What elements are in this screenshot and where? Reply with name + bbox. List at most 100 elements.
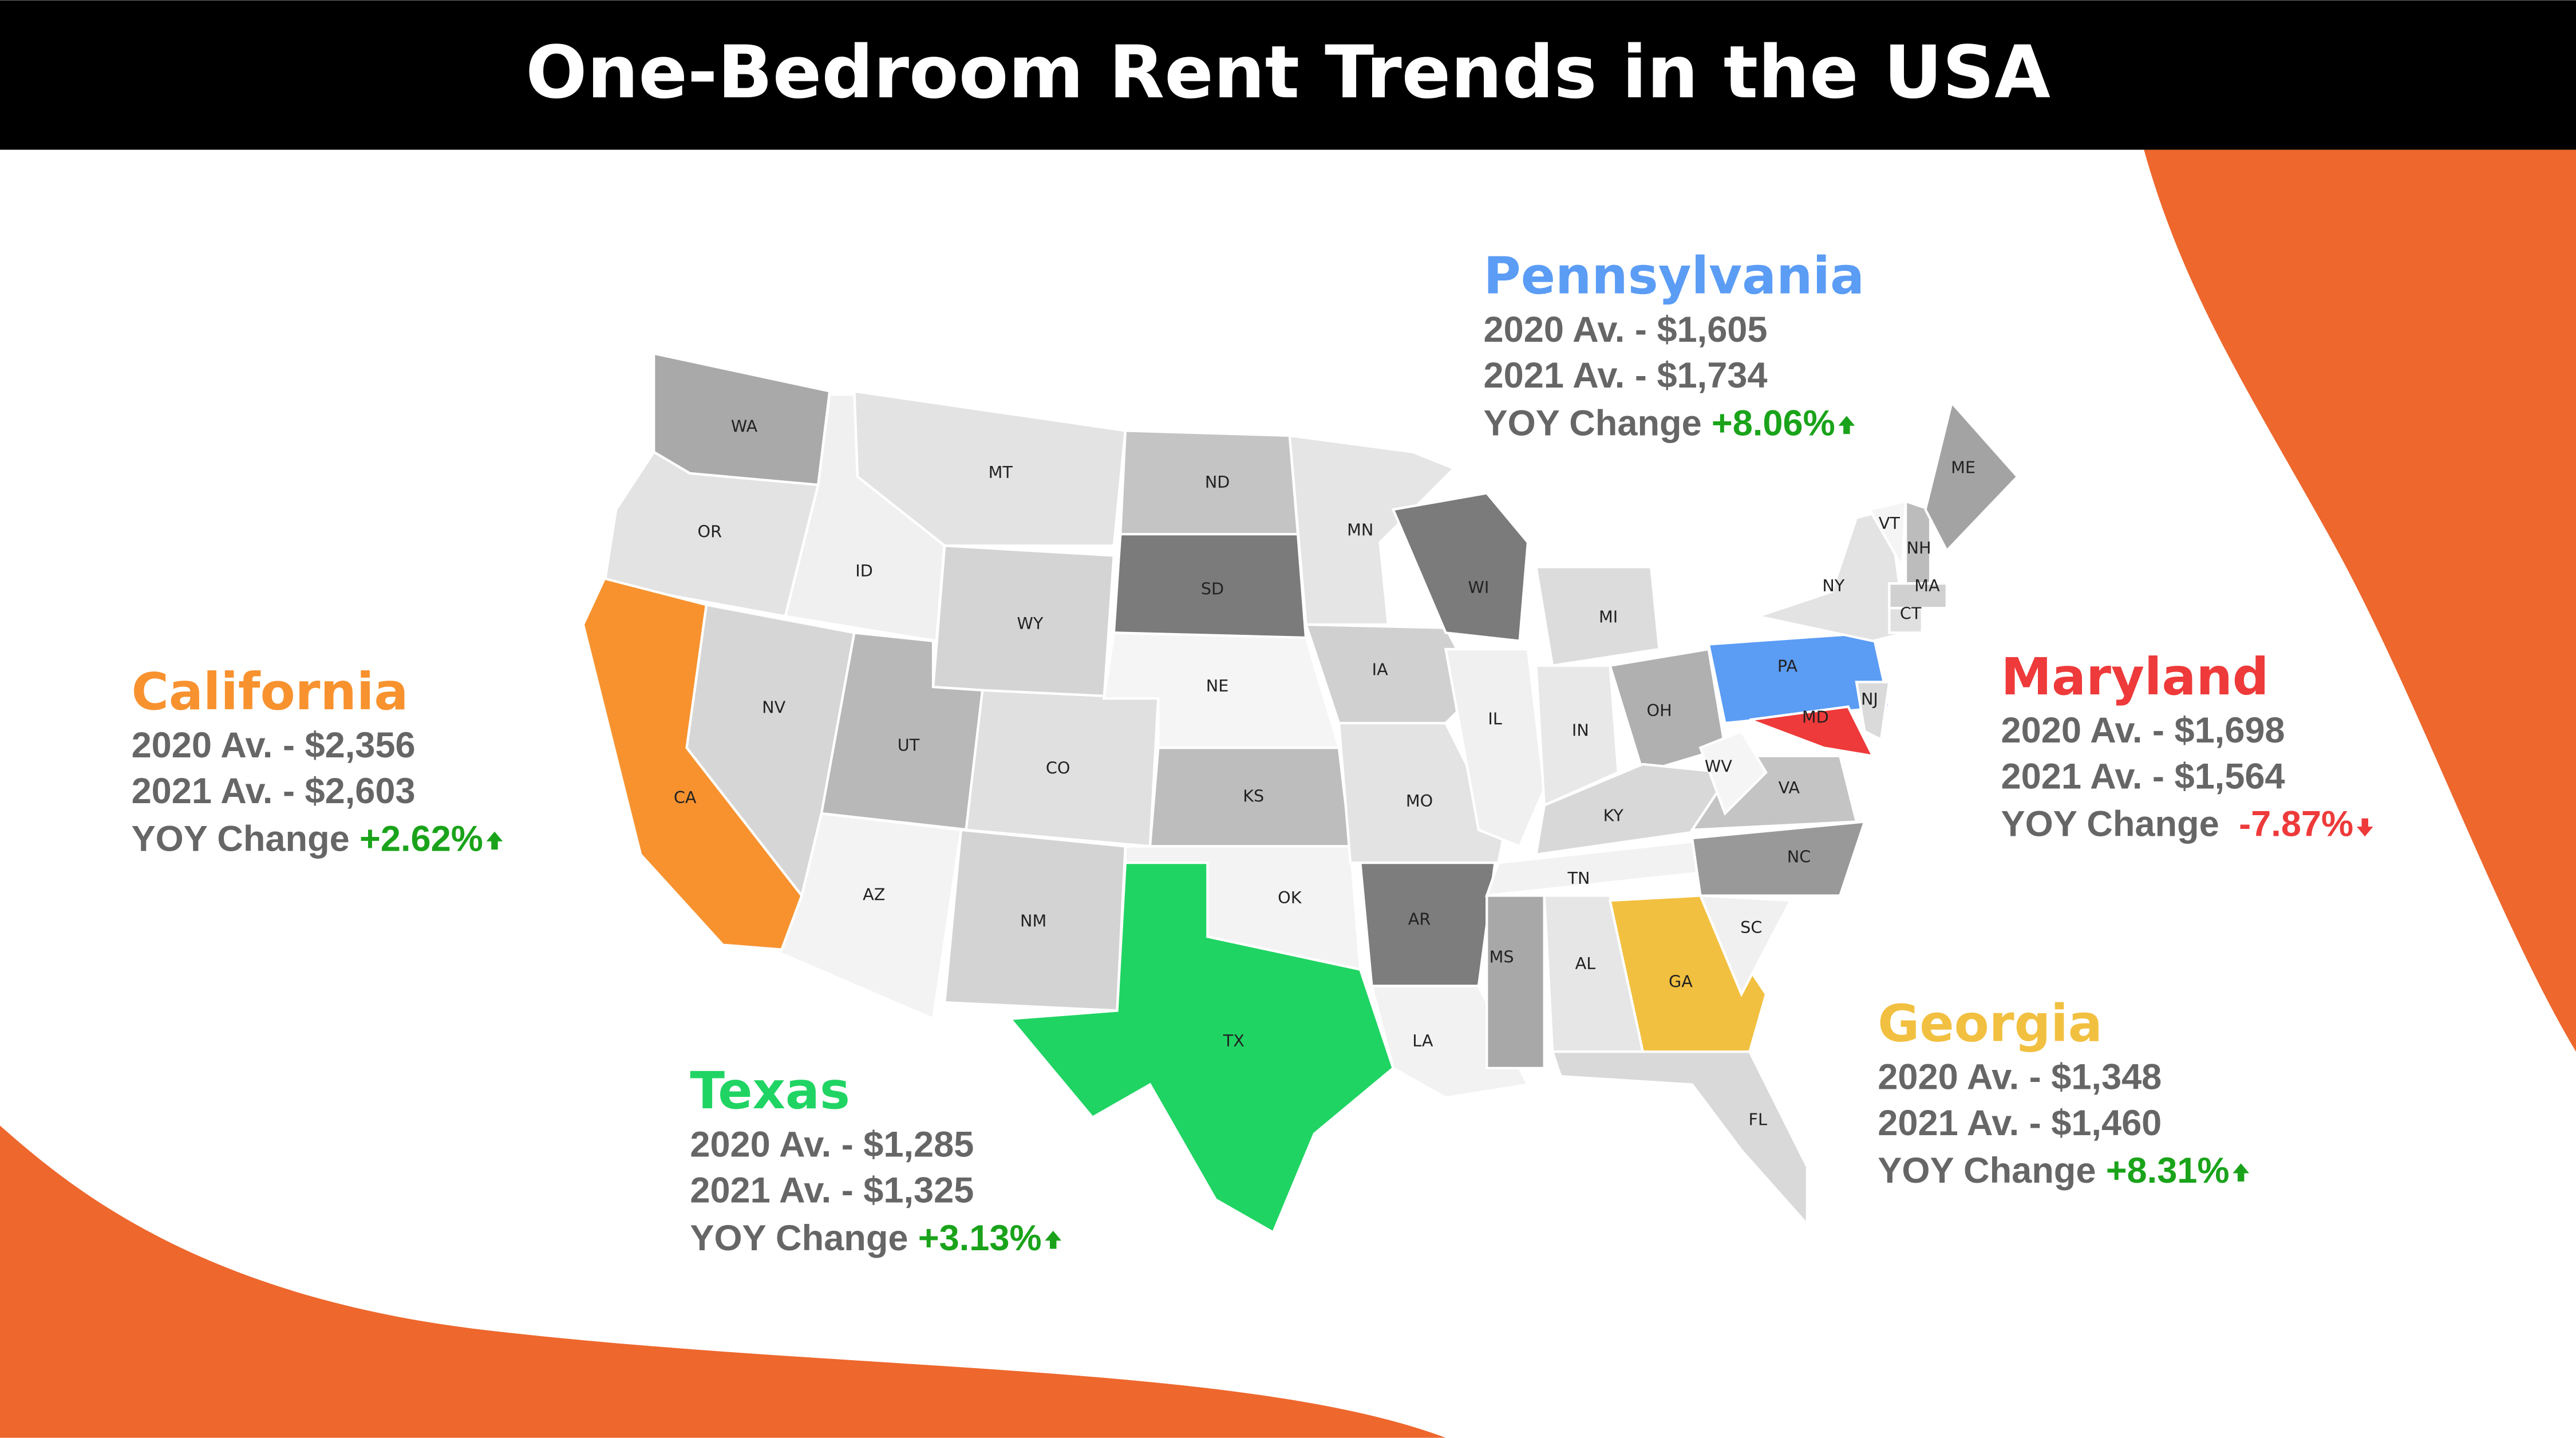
state-shape xyxy=(1855,681,1891,742)
state-label: NV xyxy=(762,697,785,717)
yoy-label: YOY Change xyxy=(2001,804,2219,844)
background-wave xyxy=(0,1125,1446,1438)
state-label: KS xyxy=(1243,786,1264,805)
state-label: NC xyxy=(1787,847,1811,867)
avg-2021: 2021 Av. - $1,325 xyxy=(690,1171,974,1211)
title: One-Bedroom Rent Trends in the USA xyxy=(526,30,2050,114)
state-label: OK xyxy=(1278,888,1302,907)
state-shape xyxy=(1391,492,1530,643)
state-label: NY xyxy=(1822,576,1844,595)
state-label: CA xyxy=(674,788,697,807)
state-shape xyxy=(1444,647,1546,848)
trend-arrow xyxy=(1838,416,1855,434)
state-label: MN xyxy=(1347,520,1373,539)
title-bar xyxy=(0,0,2576,150)
state-shape xyxy=(1337,722,1505,864)
state-label: WY xyxy=(1017,614,1043,633)
state-shape xyxy=(1698,729,1768,816)
trend-arrow xyxy=(486,831,503,850)
state-label: TN xyxy=(1567,868,1590,888)
state-label: FL xyxy=(1749,1110,1768,1129)
callout-state: Pennsylvania xyxy=(1484,246,1864,306)
state-label: AR xyxy=(1408,910,1431,929)
yoy-label: YOY Change xyxy=(1484,403,1702,443)
state-label: UT xyxy=(898,735,920,754)
state-label: ME xyxy=(1951,457,1976,477)
avg-2020: 2020 Av. - $1,698 xyxy=(2001,710,2285,750)
state-label: LA xyxy=(1412,1031,1433,1050)
avg-2021: 2021 Av. - $1,734 xyxy=(1484,355,1768,396)
yoy-change: +8.31% xyxy=(2106,1151,2230,1191)
state-shape xyxy=(1534,566,1661,667)
state-label: OR xyxy=(698,522,722,541)
state-label: NJ xyxy=(1861,689,1878,709)
state-shape xyxy=(1608,894,1768,1053)
yoy-label: YOY Change xyxy=(1878,1151,2096,1191)
state-shape xyxy=(1008,861,1395,1234)
state-label: WI xyxy=(1468,578,1489,597)
state-shape xyxy=(1690,820,1867,897)
state-label: AZ xyxy=(863,885,885,904)
callout-state: Texas xyxy=(690,1061,850,1120)
avg-2020: 2020 Av. - $1,348 xyxy=(1878,1057,2162,1097)
state-label: CO xyxy=(1046,758,1070,778)
state-shape xyxy=(1535,664,1620,807)
state-label: NH xyxy=(1907,538,1931,558)
state-label: KY xyxy=(1603,806,1624,825)
state-label: MA xyxy=(1914,576,1940,595)
state-shape xyxy=(853,389,1127,547)
map: WA OR CA NV ID MT WY UT CO AZ NM ND SD NE KS OK TX MN IA MO… xyxy=(582,351,2020,1234)
state-label: SD xyxy=(1201,579,1224,599)
state-label: MO xyxy=(1406,791,1433,811)
state-label: ID xyxy=(855,561,873,580)
avg-2021: 2021 Av. - $1,460 xyxy=(1878,1103,2162,1143)
state-shape xyxy=(1485,836,1727,898)
state-shape xyxy=(1924,400,2020,553)
state-shape xyxy=(1707,631,1891,725)
state-shape xyxy=(1888,582,1948,610)
state-shape xyxy=(1551,1050,1809,1228)
state-shape xyxy=(1749,705,1875,758)
state-label: IA xyxy=(1372,659,1388,679)
state-label: MS xyxy=(1490,947,1514,967)
trend-arrow xyxy=(2233,1163,2249,1182)
state-label: WV xyxy=(1705,757,1732,776)
state-shape xyxy=(779,812,963,1021)
callout-state: Maryland xyxy=(2001,647,2269,706)
state-label: VA xyxy=(1779,778,1800,797)
trend-arrow xyxy=(2356,818,2373,837)
state-label: MT xyxy=(989,463,1013,482)
avg-2021: 2021 Av. - $2,603 xyxy=(132,771,416,811)
state-label: MD xyxy=(1802,708,1829,727)
state-label: IL xyxy=(1488,709,1502,728)
yoy-label: YOY Change xyxy=(690,1218,908,1258)
state-label: CT xyxy=(1900,604,1922,623)
yoy-change: +2.62% xyxy=(359,819,483,859)
state-label: MI xyxy=(1599,607,1618,627)
state-label: VT xyxy=(1879,513,1901,533)
state-label: IN xyxy=(1572,721,1589,740)
state-label: AL xyxy=(1575,954,1596,973)
state-shape xyxy=(1485,894,1546,1070)
state-shape xyxy=(1698,894,1793,997)
avg-2021: 2021 Av. - $1,564 xyxy=(2001,756,2285,796)
yoy-label: YOY Change xyxy=(132,819,350,859)
state-label: OH xyxy=(1647,701,1672,720)
yoy-change: -7.87% xyxy=(2239,804,2353,844)
background-wave xyxy=(2144,149,2576,1052)
state-label: NE xyxy=(1206,676,1229,696)
state-label: WA xyxy=(731,417,758,436)
callout-state: Georgia xyxy=(1878,994,2103,1053)
callout-state: California xyxy=(132,662,409,721)
avg-2020: 2020 Av. - $1,285 xyxy=(690,1124,974,1164)
yoy-change: +8.06% xyxy=(1712,403,1835,443)
state-label: TX xyxy=(1223,1031,1244,1050)
yoy-change: +3.13% xyxy=(918,1218,1042,1258)
